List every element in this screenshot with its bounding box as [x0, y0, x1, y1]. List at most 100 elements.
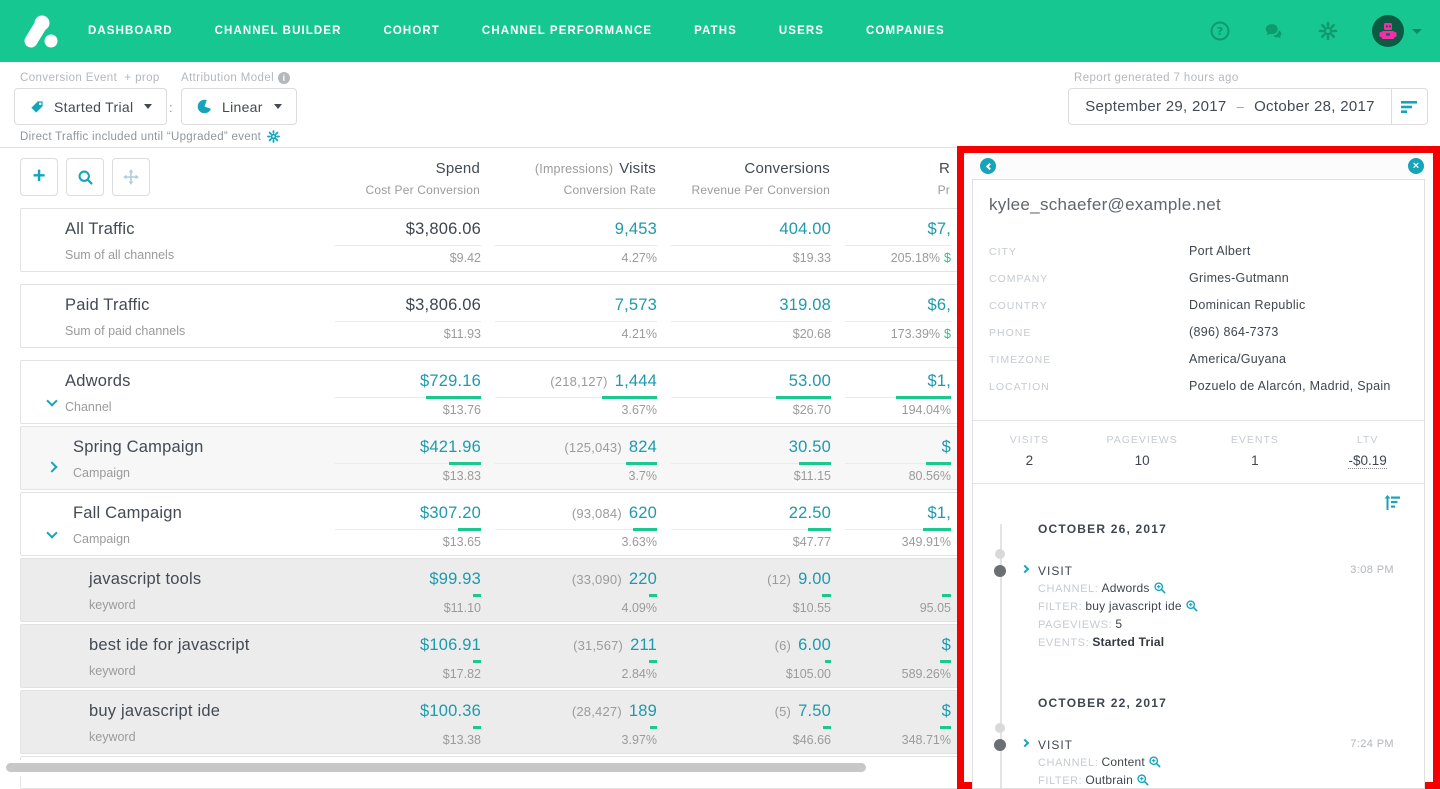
gear-icon[interactable] — [267, 130, 281, 143]
attribution-model-dropdown[interactable]: Linear — [181, 88, 297, 125]
row-type: keyword — [89, 730, 136, 744]
row-type: keyword — [89, 664, 136, 678]
chevron-down-icon — [144, 104, 153, 109]
app-logo-icon[interactable] — [20, 11, 60, 51]
cell-value: $3,806.06 — [405, 296, 481, 314]
visit-time: 7:24 PM — [1350, 738, 1394, 750]
row-name: buy javascript ide — [89, 702, 221, 720]
row-type: Campaign — [73, 466, 130, 480]
cell-value: 319.08 — [779, 296, 831, 314]
cell-value: $7, — [927, 220, 951, 238]
nav-item-cohort[interactable]: COHORT — [383, 25, 440, 37]
channel-performance-table: + Spend Cost Per Conversion — [0, 148, 1440, 789]
cell-value: 7,573 — [614, 296, 657, 314]
column-header-revenue[interactable]: R Pr — [937, 160, 950, 197]
stat-label: LTV — [1356, 434, 1379, 446]
chevron-down-icon[interactable] — [46, 527, 58, 539]
timeline-dot — [995, 549, 1005, 559]
move-icon — [123, 169, 139, 185]
gear-icon[interactable] — [1318, 21, 1338, 41]
cell-value: $ — [941, 636, 951, 654]
table-row-javascript-tools[interactable]: javascript tools keyword $99.93 $11.10 (3… — [20, 558, 1010, 622]
timeline-dot — [994, 739, 1006, 751]
nav-item-companies[interactable]: COMPANIES — [866, 25, 945, 37]
table-row-paid-traffic[interactable]: Paid Traffic Sum of paid channels $3,806… — [20, 284, 1010, 348]
back-button[interactable] — [980, 158, 996, 174]
avatar — [1372, 15, 1404, 47]
date-options-button[interactable] — [1391, 89, 1427, 124]
detail-label: LOCATION — [989, 381, 1050, 393]
chevron-right-icon[interactable] — [46, 461, 58, 473]
table-row-fall-campaign[interactable]: Fall Campaign Campaign $307.20 $13.65 (93… — [20, 492, 1010, 556]
zoom-in-icon[interactable] — [1137, 774, 1149, 786]
conversion-event-dropdown[interactable]: Started Trial — [14, 88, 168, 125]
stat-label: PAGEVIEWS — [1106, 434, 1178, 446]
cell-value: 6.00 — [798, 636, 831, 654]
cell-value: $100.36 — [419, 702, 481, 720]
chevron-down-icon[interactable] — [46, 395, 58, 407]
plus-icon: + — [32, 163, 46, 188]
detail-label: COUNTRY — [989, 300, 1048, 312]
chevron-right-icon[interactable] — [1020, 738, 1030, 748]
filter-lines-icon — [1400, 100, 1417, 113]
table-row-adwords[interactable]: Adwords Channel $729.16 $13.76 (218,127) 1… — [20, 360, 1010, 424]
filter-separator: : — [169, 100, 173, 115]
nav-item-channel-performance[interactable]: CHANNEL PERFORMANCE — [481, 25, 653, 37]
nav-item-channel-builder[interactable]: CHANNEL BUILDER — [214, 25, 342, 37]
add-button[interactable]: + — [20, 158, 58, 196]
timeline-line — [1000, 524, 1002, 788]
column-header-visits[interactable]: (Impressions) Visits Conversion Rate — [534, 160, 656, 197]
nav-item-users[interactable]: USERS — [778, 25, 825, 37]
nav-item-dashboard[interactable]: DASHBOARD — [88, 25, 173, 37]
detail-value: America/Guyana — [1189, 352, 1287, 366]
timeline-date: OCTOBER 22, 2017 — [995, 696, 1394, 733]
user-stats: VISITS 2 PAGEVIEWS 10 EVENTS 1 LTV -$0.19 — [973, 421, 1424, 484]
search-button[interactable] — [66, 158, 104, 196]
row-name: javascript tools — [89, 570, 202, 588]
timeline-dot — [995, 723, 1005, 733]
account-menu[interactable] — [1372, 15, 1422, 47]
table-row-buy-javascript-ide[interactable]: buy javascript ide keyword $100.36 $13.38… — [20, 690, 1010, 754]
zoom-in-icon[interactable] — [1149, 756, 1161, 768]
chevron-left-icon — [985, 162, 993, 170]
close-icon: × — [1412, 159, 1420, 172]
cell-value: 404.00 — [779, 220, 831, 238]
horizontal-scrollbar[interactable] — [6, 763, 866, 772]
chat-icon[interactable] — [1264, 21, 1284, 41]
column-header-conversions[interactable]: Conversions Revenue Per Conversion — [691, 160, 830, 197]
timeline-visit[interactable]: VISIT 3:08 PM CHANNEL: Adwords FILTER: b… — [994, 564, 1394, 650]
chevron-down-icon — [1412, 28, 1422, 34]
cell-value: 220 — [628, 570, 657, 588]
ltv-value[interactable]: -$0.19 — [1348, 453, 1387, 469]
timeline-dot — [994, 565, 1006, 577]
column-header-spend[interactable]: Spend Cost Per Conversion — [365, 160, 480, 197]
zoom-in-icon[interactable] — [1153, 582, 1166, 594]
direct-traffic-note: Direct Traffic included until “Upgraded”… — [20, 130, 281, 143]
row-type: Sum of paid channels — [65, 324, 186, 338]
stat-value: 10 — [1134, 453, 1150, 468]
help-icon[interactable]: ? — [1210, 21, 1230, 41]
row-type: Campaign — [73, 532, 130, 546]
row-name: Spring Campaign — [73, 438, 204, 456]
timeline-date: OCTOBER 26, 2017 — [995, 522, 1394, 559]
info-icon[interactable]: i — [278, 72, 291, 84]
cell-value: $6, — [927, 296, 951, 314]
user-timeline: OCTOBER 26, 2017 VISIT 3:08 PM CHANNEL: … — [973, 484, 1424, 788]
chevron-right-icon[interactable] — [1020, 564, 1030, 574]
cell-value: $ — [941, 702, 951, 720]
nav-item-paths[interactable]: PATHS — [694, 25, 737, 37]
table-row-spring-campaign[interactable]: Spring Campaign Campaign $421.96 $13.83 (… — [20, 426, 1010, 490]
timeline-visit[interactable]: VISIT 7:24 PM CHANNEL: Content FILTER: O… — [994, 738, 1394, 788]
detail-label: TIMEZONE — [989, 354, 1052, 366]
detail-value: Grimes-Gutmann — [1189, 271, 1290, 285]
move-button[interactable] — [112, 158, 150, 196]
detail-value: (896) 864-7373 — [1189, 325, 1279, 339]
detail-value: Dominican Republic — [1189, 298, 1306, 312]
sort-icon[interactable] — [1384, 494, 1400, 511]
date-range-picker[interactable]: September 29, 2017 – October 28, 2017 — [1068, 88, 1428, 125]
table-row-all-traffic[interactable]: All Traffic Sum of all channels $3,806.0… — [20, 208, 1010, 272]
zoom-in-icon[interactable] — [1186, 600, 1198, 612]
table-row-best-ide-for-javascript[interactable]: best ide for javascript keyword $106.91 $… — [20, 624, 1010, 688]
add-prop-link[interactable]: + prop — [124, 72, 160, 84]
close-button[interactable]: × — [1408, 158, 1424, 174]
